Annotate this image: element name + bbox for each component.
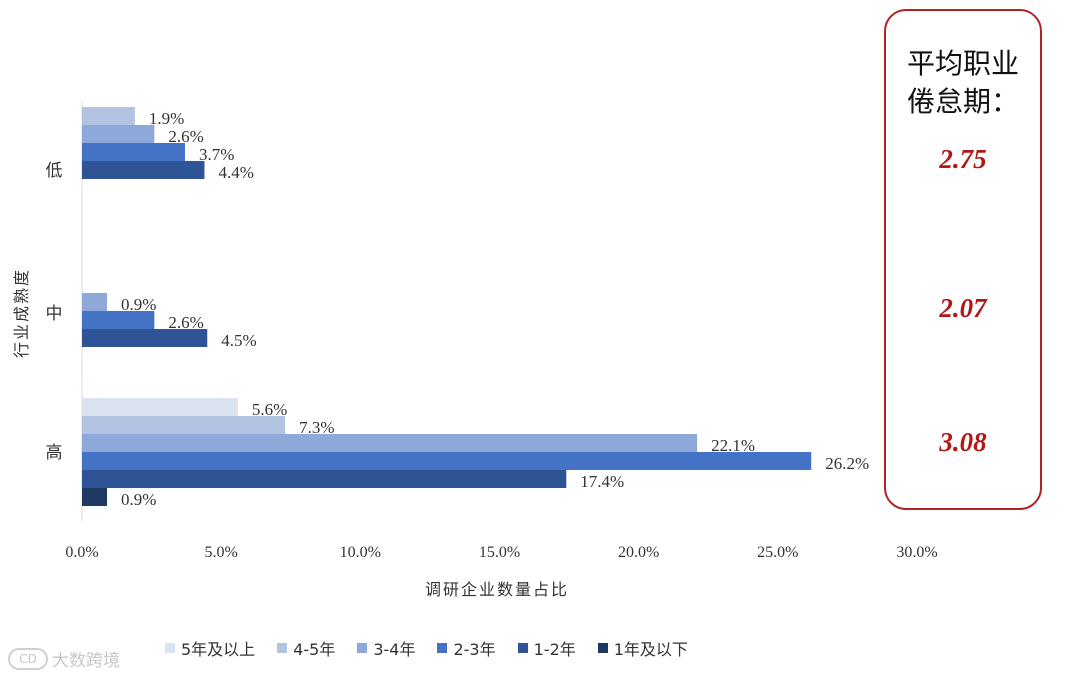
data-label: 0.9% (121, 295, 156, 314)
panel-title-line1: 平均职业 (906, 47, 1019, 80)
bar (82, 470, 567, 488)
x-tick-label: 10.0% (340, 544, 381, 561)
legend-label: 3-4年 (373, 640, 416, 659)
legend-item: 5年及以上 (165, 636, 255, 660)
legend-item: 3-4年 (357, 636, 415, 660)
bar (82, 125, 155, 143)
panel-title-line2: 倦怠期： (906, 85, 1019, 118)
x-tick-label: 30.0% (896, 544, 937, 561)
watermark: CD 大数跨境 (8, 646, 120, 671)
legend-item: 1年及以下 (597, 636, 688, 660)
bar (82, 452, 812, 470)
legend-swatch (437, 643, 448, 653)
x-tick-label: 0.0% (65, 544, 98, 561)
data-label: 17.4% (580, 472, 624, 491)
watermark-logo-icon: CD (8, 647, 48, 670)
bar (82, 107, 135, 125)
legend-item: 1-2年 (517, 636, 576, 660)
legend-swatch (277, 643, 288, 653)
bar (82, 416, 286, 434)
bars-layer (82, 107, 812, 506)
data-label: 4.4% (218, 163, 253, 182)
bar (82, 161, 205, 179)
legend-item: 2-3年 (437, 636, 496, 660)
legend-swatch (165, 643, 175, 653)
bar (82, 143, 185, 161)
legend-label: 2-3年 (453, 640, 496, 659)
data-label: 2.6% (168, 127, 203, 146)
bar (82, 311, 155, 329)
category-label: 中 (46, 304, 63, 324)
legend-label: 4-5年 (293, 640, 336, 659)
data-label: 2.6% (168, 313, 203, 332)
data-label: 0.9% (121, 490, 156, 509)
legend: 5年及以上 4-5年 3-4年 2-3年 1-2年 1年及以下 (165, 636, 688, 660)
value-labels-layer: 1.9%2.6%3.7%4.4%0.9%2.6%4.5%5.6%7.3%22.1… (121, 109, 869, 509)
legend-swatch (597, 643, 608, 653)
data-label: 7.3% (299, 418, 334, 437)
panel-value-high: 3.08 (939, 427, 987, 457)
x-tick-label: 25.0% (757, 544, 798, 561)
x-tick-label: 15.0% (479, 544, 520, 561)
x-axis-title: 调研企业数量占比 (425, 580, 569, 599)
y-axis-title: 行业成熟度 (12, 268, 31, 358)
panel-value-low: 2.75 (939, 144, 987, 174)
legend-swatch (517, 643, 528, 653)
category-label: 高 (46, 443, 63, 463)
bar (82, 398, 238, 416)
axis-layer: 0.0% 5.0% 10.0% 15.0% 20.0% 25.0% 30.0% 低中高 (46, 102, 938, 561)
bar (82, 434, 698, 452)
data-label: 4.5% (221, 331, 256, 350)
bar (82, 293, 108, 311)
x-tick-label: 20.0% (618, 544, 659, 561)
bar (82, 488, 108, 506)
legend-label: 5年及以上 (181, 640, 256, 659)
data-label: 22.1% (711, 436, 755, 455)
category-label: 低 (46, 161, 63, 181)
bar (82, 329, 208, 347)
data-label: 3.7% (199, 145, 234, 164)
x-tick-label: 5.0% (205, 544, 238, 561)
average-burnout-panel: 平均职业 倦怠期： 2.75 2.07 3.08 (884, 9, 1042, 510)
panel-value-mid: 2.07 (939, 293, 987, 323)
legend-label: 1-2年 (533, 640, 576, 659)
data-label: 1.9% (149, 109, 184, 128)
legend-item: 4-5年 (277, 636, 335, 660)
data-label: 5.6% (252, 400, 287, 419)
legend-label: 1年及以下 (613, 640, 688, 659)
data-label: 26.2% (825, 454, 869, 473)
panel-title: 平均职业 倦怠期： (886, 45, 1040, 121)
watermark-text: 大数跨境 (52, 651, 120, 671)
legend-swatch (357, 643, 368, 653)
